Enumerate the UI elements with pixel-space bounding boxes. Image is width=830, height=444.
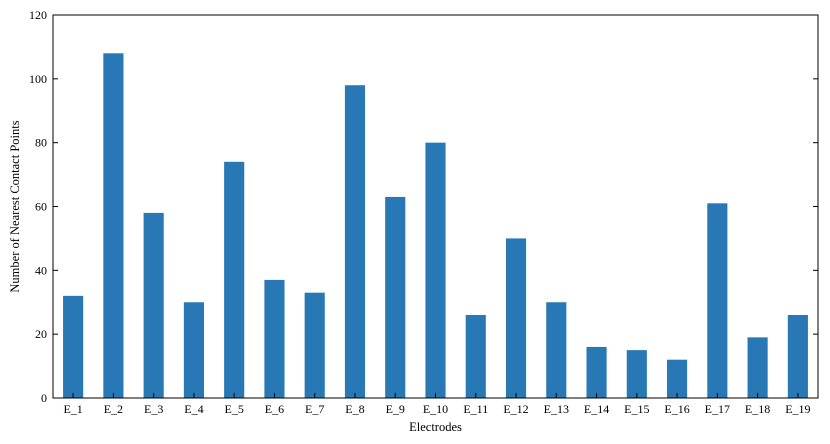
x-tick-label: E_13 — [544, 402, 569, 416]
x-tick-label: E_4 — [184, 402, 203, 416]
bar-e-2 — [103, 53, 124, 399]
bar-e-8 — [344, 85, 366, 398]
x-tick-label: E_7 — [305, 402, 324, 416]
y-tick-label: 80 — [35, 136, 47, 150]
x-tick-label: E_9 — [386, 402, 405, 416]
plot-frame — [52, 14, 819, 399]
y-tick-label: 0 — [41, 391, 47, 405]
x-tick-label: E_10 — [423, 402, 448, 416]
bar-e-12 — [505, 238, 527, 398]
x-tick-label: E_6 — [265, 402, 284, 416]
y-tick-label: 60 — [35, 200, 47, 214]
bar-e-16 — [667, 359, 688, 398]
x-axis-label: Electrodes — [409, 420, 462, 434]
x-tick-label: E_19 — [785, 402, 810, 416]
bar-e-17 — [707, 203, 728, 398]
x-tick-label: E_17 — [705, 402, 730, 416]
bar-e-6 — [264, 279, 285, 398]
y-tick-label: 20 — [35, 327, 47, 341]
bars-group — [63, 53, 808, 399]
x-tick-label: E_15 — [624, 402, 649, 416]
x-tick-label: E_8 — [345, 402, 364, 416]
bar-e-4 — [183, 302, 204, 398]
x-tick-label: E_1 — [63, 402, 82, 416]
bar-e-14 — [586, 346, 607, 398]
x-tick-label: E_18 — [745, 402, 770, 416]
x-tick-label: E_3 — [144, 402, 163, 416]
bar-e-5 — [224, 161, 245, 398]
bar-e-3 — [143, 212, 164, 398]
bar-e-13 — [546, 302, 567, 398]
x-tick-label: E_14 — [584, 402, 609, 416]
x-tick-label: E_16 — [664, 402, 689, 416]
y-tick-label: 40 — [35, 263, 47, 277]
y-axis-ticks: 0 20 40 60 80 100 120 — [29, 8, 818, 405]
bar-e-18 — [747, 337, 768, 398]
bar-e-11 — [465, 315, 486, 398]
bar-e-7 — [304, 292, 325, 398]
x-axis-ticks: E_1 E_2 E_3 E_4 E_5 E_6 E_7 E_8 E_9 E_10 E_11 E_12 E… — [63, 393, 811, 416]
bar-e-9 — [385, 196, 406, 398]
y-tick-label: 100 — [29, 72, 47, 86]
bar-e-1 — [63, 295, 84, 398]
bar-e-10 — [425, 142, 446, 398]
x-tick-label: E_5 — [225, 402, 244, 416]
x-tick-label: E_12 — [503, 402, 528, 416]
bar-e-15 — [626, 350, 647, 398]
x-tick-label: E_11 — [463, 402, 488, 416]
y-axis-label: Number of Nearest Contact Points — [8, 120, 22, 292]
bar-e-19 — [787, 315, 808, 398]
y-tick-label: 120 — [29, 8, 47, 22]
x-tick-label: E_2 — [104, 402, 123, 416]
